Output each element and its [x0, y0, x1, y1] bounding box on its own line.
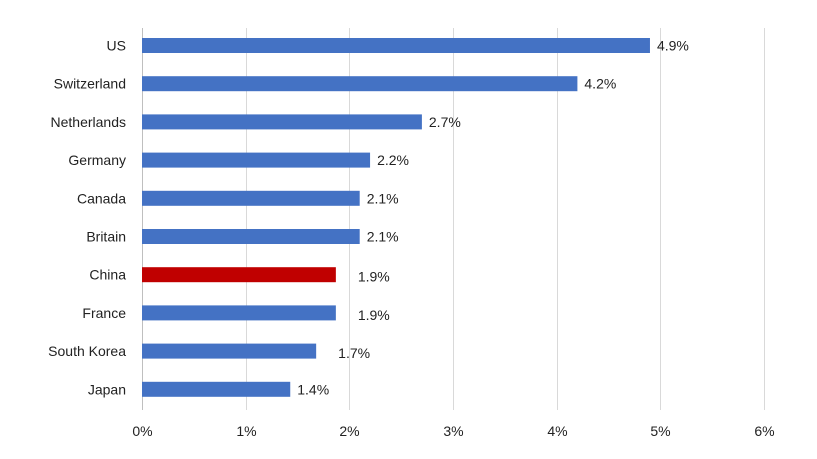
bar — [142, 38, 650, 53]
value-label: 4.9% — [657, 38, 689, 54]
bars-layer — [142, 38, 650, 397]
x-tick-label: 3% — [443, 423, 463, 439]
category-label: Britain — [86, 229, 126, 245]
value-label: 2.2% — [377, 152, 409, 168]
value-label: 1.7% — [338, 345, 370, 361]
x-tick-label: 0% — [132, 423, 152, 439]
grid-layer: 0% 1% 2% 3% 4% 5% 6% — [132, 28, 775, 439]
value-label: 2.1% — [367, 190, 399, 206]
bar — [142, 190, 360, 206]
labels-layer: US 4.9% Switzerland 4.2% Netherlands 2.7% Germ… — [48, 38, 689, 398]
value-label: 1.4% — [297, 381, 329, 397]
category-label: Netherlands — [51, 114, 127, 130]
category-label: Switzerland — [54, 76, 126, 92]
x-tick-label: 1% — [236, 423, 256, 439]
bar — [142, 114, 422, 130]
category-label: Japan — [88, 381, 126, 397]
bar — [142, 152, 371, 168]
category-label: Germany — [68, 152, 126, 168]
bar — [142, 305, 336, 321]
x-tick-label: 6% — [754, 423, 774, 439]
value-label: 4.2% — [584, 76, 616, 92]
value-label: 1.9% — [358, 269, 390, 285]
value-label: 2.1% — [367, 229, 399, 245]
category-label: US — [107, 38, 126, 54]
bar — [142, 76, 578, 92]
x-tick-label: 5% — [650, 423, 670, 439]
category-label: China — [89, 267, 126, 283]
bar — [142, 343, 317, 359]
bar — [142, 381, 291, 397]
bar — [142, 229, 360, 244]
category-label: Canada — [77, 190, 126, 206]
bar — [142, 267, 336, 283]
x-tick-label: 4% — [547, 423, 567, 439]
value-label: 1.9% — [358, 307, 390, 323]
value-label: 2.7% — [429, 114, 461, 130]
x-tick-label: 2% — [339, 423, 359, 439]
category-label: South Korea — [48, 343, 126, 359]
category-label: France — [82, 305, 126, 321]
